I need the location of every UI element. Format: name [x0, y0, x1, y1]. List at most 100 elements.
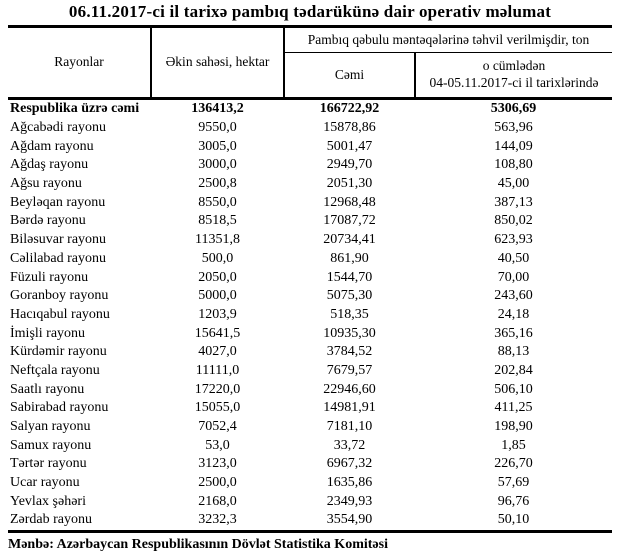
- table-row: Sabirabad rayonu 15055,0 14981,91 411,25: [8, 399, 612, 418]
- delivered-recent-cell: 226,70: [494, 456, 533, 472]
- table-row: Tərtər rayonu 3123,0 6967,32 226,70: [8, 455, 612, 474]
- region-name-cell: Bərdə rayonu: [10, 213, 86, 229]
- delivered-total-cell: 2949,70: [326, 157, 373, 173]
- area-value-cell: 11351,8: [195, 232, 240, 248]
- table-row: Salyan rayonu 7052,4 7181,10 198,90: [8, 418, 612, 437]
- area-value-cell: 2500,8: [198, 176, 237, 192]
- column-header-regions: Rayonlar: [8, 25, 152, 100]
- area-value-cell: 3005,0: [198, 138, 237, 154]
- region-name-cell: İmişli rayonu: [10, 325, 86, 341]
- table-row: Neftçala rayonu 11111,0 7679,57 202,84: [8, 362, 612, 381]
- delivered-recent-cell: 1,85: [501, 437, 526, 453]
- area-value-cell: 3232,3: [198, 512, 237, 528]
- area-value-cell: 17220,0: [194, 381, 241, 397]
- region-name-cell: Sabirabad rayonu: [10, 400, 109, 416]
- delivered-total-cell: 166722,92: [319, 101, 380, 117]
- page-title: 06.11.2017-ci il tarixə pambıq tədarükün…: [68, 2, 552, 21]
- delivered-recent-cell: 45,00: [497, 176, 530, 192]
- delivered-recent-cell: 411,25: [494, 400, 533, 416]
- table-row: Beyləqan rayonu 8550,0 12968,48 387,13: [8, 193, 612, 212]
- region-name-cell: Hacıqabul rayonu: [10, 306, 110, 322]
- cotton-report-table: Rayonlar Əkin sahəsi, hektar Pambıq qəbu…: [8, 25, 612, 533]
- delivered-recent-cell: 5306,69: [490, 101, 537, 117]
- region-name-cell: Ağdaş rayonu: [10, 157, 89, 173]
- delivered-recent-cell: 70,00: [497, 269, 530, 285]
- area-value-cell: 2050,0: [198, 269, 237, 285]
- delivered-recent-cell: 96,76: [497, 493, 530, 509]
- delivered-total-cell: 10935,30: [323, 325, 376, 341]
- delivered-recent-cell: 50,10: [497, 512, 530, 528]
- delivered-total-cell: 2349,93: [326, 493, 373, 509]
- region-name-cell: Beyləqan rayonu: [10, 194, 106, 210]
- area-value-cell: 1203,9: [198, 306, 237, 322]
- delivered-total-cell: 3554,90: [326, 512, 373, 528]
- region-name-cell: Tərtər rayonu: [10, 456, 87, 472]
- table-row: Bərdə rayonu 8518,5 17087,72 850,02: [8, 212, 612, 231]
- delivered-recent-cell: 850,02: [494, 213, 533, 229]
- column-header-delivery-group: Pambıq qəbulu məntəqələrinə təhvil veril…: [284, 25, 612, 53]
- delivered-recent-cell: 144,09: [494, 138, 533, 154]
- column-header-including-line2: 04-05.11.2017-ci il tarixlərində: [429, 75, 599, 90]
- table-row: Ağdam rayonu 3005,0 5001,47 144,09: [8, 137, 612, 156]
- region-name-cell: Ağdam rayonu: [10, 138, 94, 154]
- table-body: Respublika üzrə cəmi 136413,2 166722,92 530…: [8, 99, 612, 532]
- delivered-total-cell: 5001,47: [326, 138, 373, 154]
- column-header-area: Əkin sahəsi, hektar: [151, 25, 285, 100]
- delivered-total-cell: 33,72: [333, 437, 366, 453]
- region-name-cell: Ucar rayonu: [10, 475, 80, 491]
- delivered-recent-cell: 563,96: [494, 120, 533, 136]
- total-row: Respublika üzrə cəmi 136413,2 166722,92 530…: [8, 99, 612, 119]
- region-name-cell: Zərdab rayonu: [10, 512, 93, 528]
- column-header-total: Cəmi: [284, 52, 416, 100]
- delivered-recent-cell: 623,93: [494, 232, 533, 248]
- area-value-cell: 11111,0: [195, 362, 240, 378]
- area-value-cell: 500,0: [201, 250, 234, 266]
- delivered-recent-cell: 57,69: [497, 475, 530, 491]
- region-name-cell: Goranboy rayonu: [10, 288, 109, 304]
- delivered-total-cell: 2051,30: [326, 176, 373, 192]
- area-value-cell: 2168,0: [198, 493, 237, 509]
- region-name-cell: Salyan rayonu: [10, 419, 91, 435]
- area-value-cell: 3123,0: [198, 456, 237, 472]
- table-row: İmişli rayonu 15641,5 10935,30 365,16: [8, 324, 612, 343]
- table-row: Goranboy rayonu 5000,0 5075,30 243,60: [8, 287, 612, 306]
- region-name-cell: Saatlı rayonu: [10, 381, 85, 397]
- source-note: Mənbə: Azərbaycan Respublikasının Dövlət…: [8, 536, 388, 551]
- delivered-total-cell: 17087,72: [323, 213, 376, 229]
- region-name-cell: Neftçala rayonu: [10, 362, 100, 378]
- area-value-cell: 8550,0: [198, 194, 237, 210]
- delivered-total-cell: 6967,32: [326, 456, 373, 472]
- delivered-total-cell: 22946,60: [323, 381, 376, 397]
- region-name-cell: Ağcabədi rayonu: [10, 120, 107, 136]
- area-value-cell: 53,0: [205, 437, 230, 453]
- table-row: Hacıqabul rayonu 1203,9 518,35 24,18: [8, 306, 612, 325]
- delivered-total-cell: 1635,86: [326, 475, 373, 491]
- delivered-total-cell: 861,90: [330, 250, 369, 266]
- delivered-recent-cell: 24,18: [497, 306, 530, 322]
- delivered-recent-cell: 88,13: [497, 344, 530, 360]
- table-row: Zərdab rayonu 3232,3 3554,90 50,10: [8, 511, 612, 531]
- area-value-cell: 2500,0: [198, 475, 237, 491]
- column-header-including-line1: o cümlədən: [482, 58, 546, 74]
- table-row: Ucar rayonu 2500,0 1635,86 57,69: [8, 474, 612, 493]
- delivered-total-cell: 3784,52: [326, 344, 373, 360]
- delivered-total-cell: 7679,57: [326, 362, 373, 378]
- delivered-recent-cell: 365,16: [494, 325, 533, 341]
- table-row: Cəlilabad rayonu 500,0 861,90 40,50: [8, 250, 612, 269]
- area-value-cell: 7052,4: [198, 419, 237, 435]
- delivered-recent-cell: 243,60: [494, 288, 533, 304]
- area-value-cell: 15055,0: [194, 400, 241, 416]
- table-row: Saatlı rayonu 17220,0 22946,60 506,10: [8, 380, 612, 399]
- delivered-total-cell: 12968,48: [323, 194, 376, 210]
- area-value-cell: 15641,5: [194, 325, 241, 341]
- delivered-recent-cell: 202,84: [494, 362, 533, 378]
- table-row: Ağdaş rayonu 3000,0 2949,70 108,80: [8, 156, 612, 175]
- table-header: Rayonlar Əkin sahəsi, hektar Pambıq qəbu…: [8, 25, 612, 100]
- delivered-total-cell: 1544,70: [326, 269, 373, 285]
- table-row: Yevlax şəhəri 2168,0 2349,93 96,76: [8, 492, 612, 511]
- region-name-cell: Cəlilabad rayonu: [10, 250, 107, 266]
- column-header-including: o cümlədən 04-05.11.2017-ci il tarixləri…: [415, 52, 612, 100]
- area-value-cell: 136413,2: [191, 101, 244, 117]
- region-name-cell: Biləsuvar rayonu: [10, 232, 107, 248]
- table-row: Ağsu rayonu 2500,8 2051,30 45,00: [8, 175, 612, 194]
